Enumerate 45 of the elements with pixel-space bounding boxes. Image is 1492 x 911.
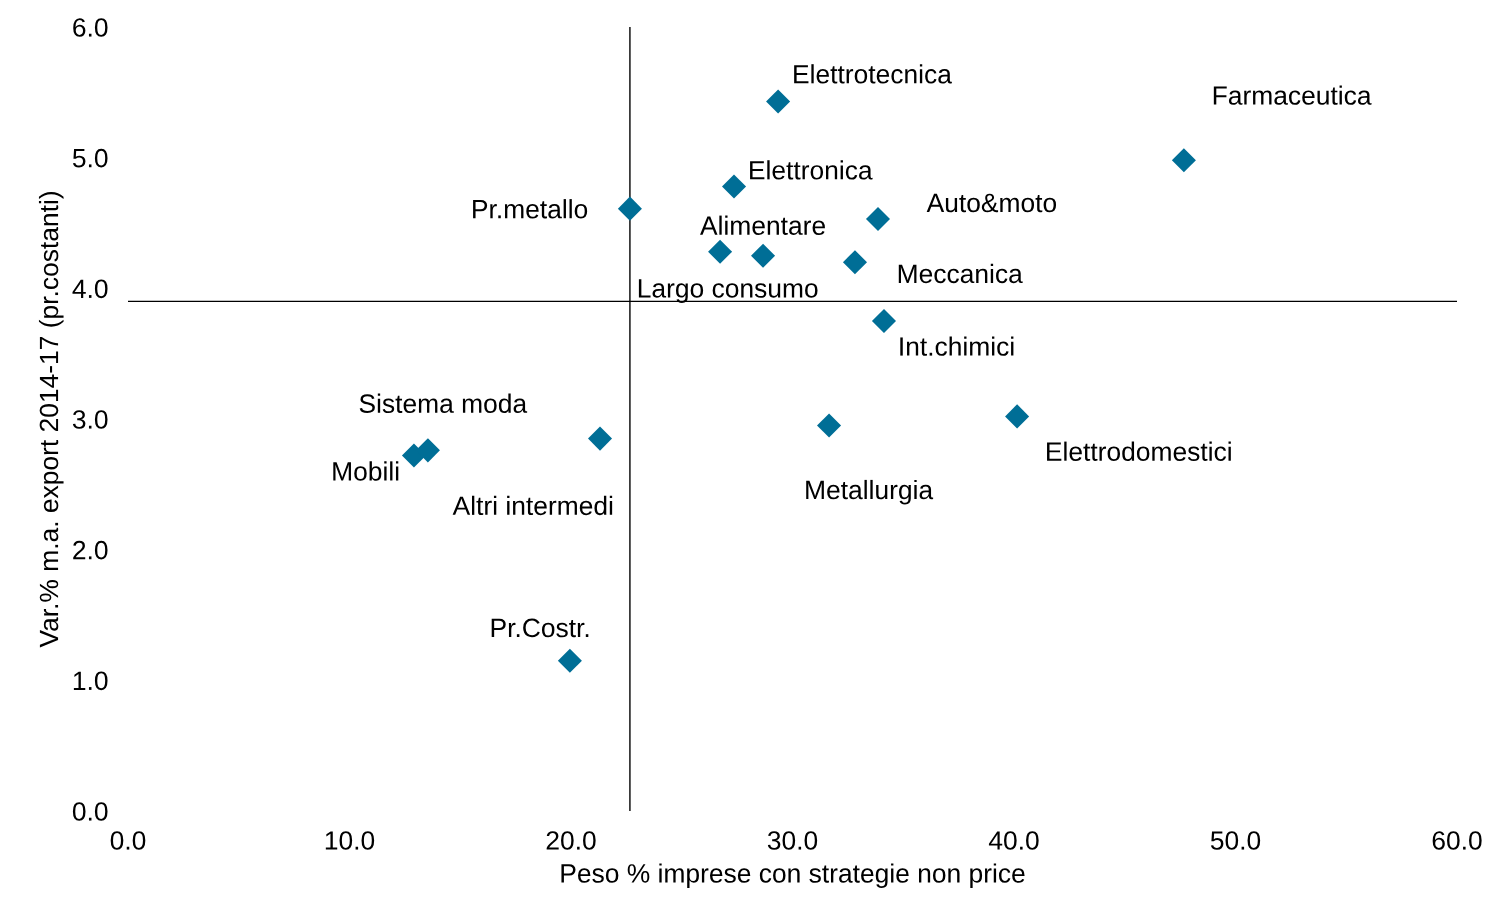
annotation: Largo consumo [638,279,818,303]
y-tick-label: 0.0 [72,802,108,821]
x-tick-label: 10.0 [325,831,375,850]
point [817,413,842,438]
point [1005,404,1030,429]
annotation: Altri intermedi [452,495,613,516]
annotation: Metallurgia [806,479,934,505]
point [617,196,642,221]
annotation: Sistema moda [359,393,528,413]
y-tick-label: 6.0 [73,18,108,37]
y-tick-label: 5.0 [72,148,108,168]
y-tick-label: 2.0 [73,540,108,560]
annotation: Auto&moto [926,193,1057,213]
annotation: Int.chimici [900,336,1014,356]
point [1171,148,1196,173]
point [865,207,891,232]
annotation: Elettrodomestici [1047,441,1231,461]
x-tick-label: 40.0 [988,831,1039,850]
point [415,438,440,463]
point [842,250,867,275]
point [766,89,791,114]
point [708,239,733,264]
annotation: Pr.Costr. [491,618,589,638]
y-tick-label: 1.0 [73,671,108,691]
point [722,174,747,199]
annotation: Elettronica [750,160,873,180]
point [587,426,613,451]
annotation: Alimentare [700,215,825,235]
y-tick-label: 4.0 [72,279,108,299]
annotation: Elettrotecnica [794,64,952,84]
y-tick-label: 3.0 [72,410,108,429]
y-axis-title: Var.% m.a. export 2014-17 (pr.costanti) [38,192,64,648]
x-tick-label: 50.0 [1210,831,1261,850]
x-tick-label: 60.0 [1432,831,1482,850]
point [871,308,897,334]
x-tick-label: 20.0 [546,831,596,850]
x-tick-label: 30.0 [767,831,818,850]
annotation: Mobili [333,461,399,481]
annotation: Pr.metallo [473,199,588,219]
point [751,243,776,268]
annotation: Farmaceutica [1213,85,1372,105]
x-axis-title: Peso % imprese con strategie non price [561,863,1025,888]
x-tick-label: 0.0 [110,831,146,850]
annotation: Meccanica [898,263,1023,284]
point [557,648,582,673]
